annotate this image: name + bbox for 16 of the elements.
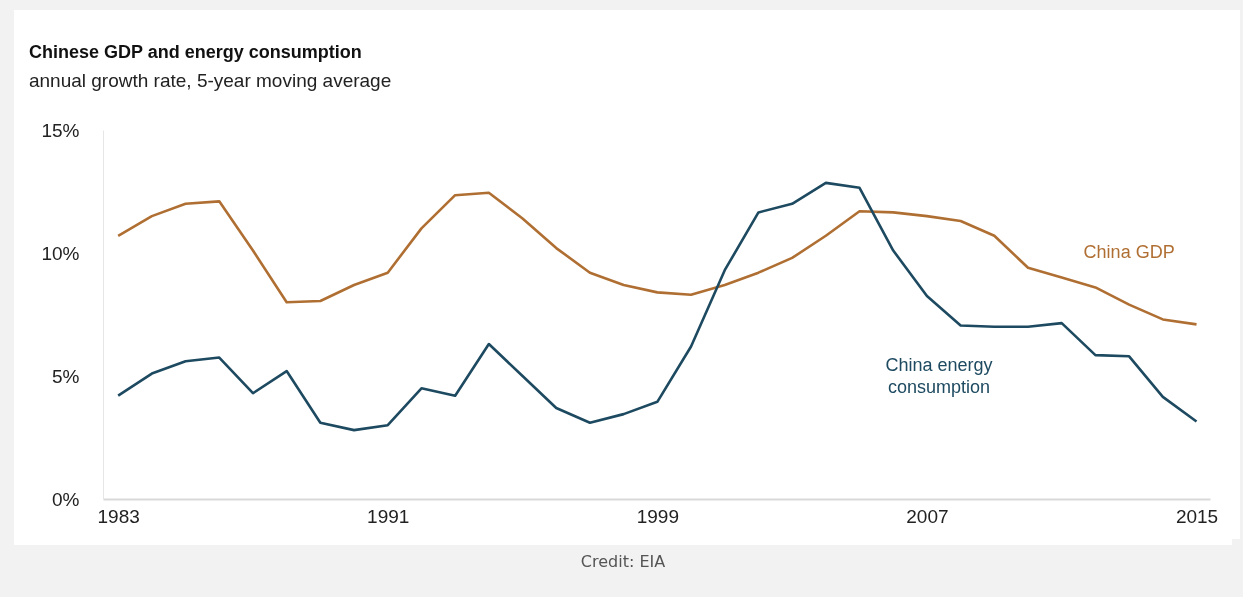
text: Credit: EIA <box>579 552 667 571</box>
x-tick-label: 1991 <box>367 505 410 527</box>
x-tick-label: 1983 <box>97 505 140 527</box>
x-tick-label: 2007 <box>906 505 949 527</box>
line-series <box>116 191 1198 326</box>
y-tick-label: 5% <box>52 365 80 387</box>
y-tick-label: 15% <box>41 119 80 141</box>
y-tick-label: 10% <box>41 242 80 264</box>
line-series <box>116 181 1198 432</box>
series-label: China energy consumption <box>885 355 993 398</box>
series-label: China GDP <box>1083 241 1175 262</box>
x-tick-label: 1999 <box>636 505 679 527</box>
x-tick-label: 2015 <box>1175 505 1219 527</box>
chart-title: Chinese GDP and energy consumption <box>28 42 362 62</box>
chart-subtitle: annual growth rate, 5-year moving average <box>28 70 392 91</box>
y-tick-label: 0% <box>52 488 80 510</box>
